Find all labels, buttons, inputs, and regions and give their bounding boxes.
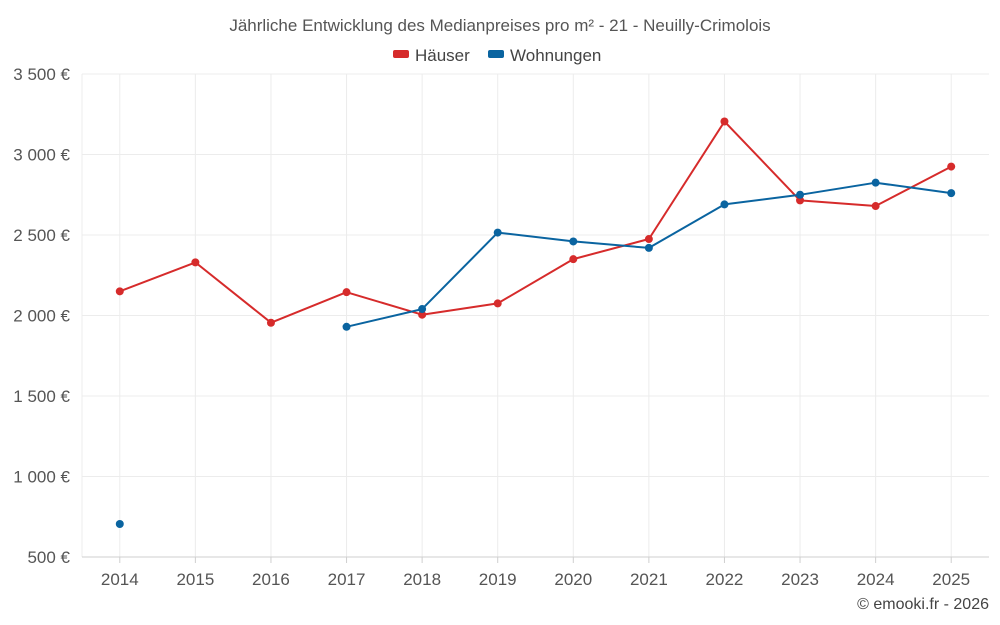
series-wohnungen	[115, 178, 956, 528]
data-point-haeuser-2021[interactable]	[644, 235, 653, 244]
x-tick-label: 2021	[630, 570, 668, 589]
data-point-haeuser-2016[interactable]	[266, 318, 275, 327]
data-point-haeuser-2023[interactable]	[796, 196, 805, 205]
x-axis: 2014 2015 2016 2017 2018 2019 2020 2021 2022 2023…	[82, 556, 989, 589]
chart-title: Jährliche Entwicklung des Medianpreises …	[229, 16, 770, 35]
data-point-wohnungen-2020[interactable]	[569, 237, 578, 246]
y-axis: 500 € 1 000 € 1 500 € 2 000 € 2 500 € 3 000 €…	[13, 65, 70, 567]
x-tick-label: 2025	[932, 570, 970, 589]
data-point-wohnungen-2017[interactable]	[342, 322, 351, 331]
series	[115, 117, 956, 528]
x-tick-label: 2014	[101, 570, 139, 589]
legend-item-haeuser[interactable]: Häuser	[393, 46, 470, 65]
data-point-wohnungen-2021[interactable]	[644, 243, 653, 252]
data-point-haeuser-2022[interactable]	[720, 117, 729, 126]
data-point-haeuser-2020[interactable]	[569, 255, 578, 264]
x-tick-label: 2019	[479, 570, 517, 589]
legend-item-wohnungen[interactable]: Wohnungen	[488, 46, 601, 65]
legend-label-haeuser: Häuser	[415, 46, 470, 65]
data-point-wohnungen-2019[interactable]	[493, 228, 502, 237]
data-point-haeuser-2025[interactable]	[947, 162, 956, 171]
data-point-haeuser-2014[interactable]	[115, 287, 124, 296]
data-point-wohnungen-2018[interactable]	[418, 305, 427, 314]
data-point-haeuser-2019[interactable]	[493, 299, 502, 308]
x-tick-label: 2022	[706, 570, 744, 589]
y-tick-label: 2 500 €	[13, 226, 70, 245]
x-tick-label: 2018	[403, 570, 441, 589]
y-tick-label: 3 500 €	[13, 65, 70, 84]
data-point-haeuser-2018[interactable]	[418, 310, 427, 319]
legend-swatch-wohnungen	[488, 50, 504, 58]
y-tick-label: 1 000 €	[13, 468, 70, 487]
grid	[81, 73, 989, 557]
y-tick-label: 1 500 €	[13, 387, 70, 406]
x-tick-label: 2016	[252, 570, 290, 589]
data-point-wohnungen-2014[interactable]	[115, 519, 124, 528]
x-tick-label: 2023	[781, 570, 819, 589]
legend: Häuser Wohnungen	[393, 46, 601, 65]
x-tick-label: 2015	[176, 570, 214, 589]
y-tick-label: 3 000 €	[13, 146, 70, 165]
series-haeuser	[115, 117, 956, 327]
y-tick-label: 500 €	[27, 548, 70, 567]
data-point-haeuser-2024[interactable]	[871, 202, 880, 211]
series-line-haeuser	[119, 120, 952, 324]
legend-swatch-haeuser	[393, 50, 409, 58]
data-point-haeuser-2015[interactable]	[191, 258, 200, 267]
data-point-wohnungen-2025[interactable]	[947, 189, 956, 198]
x-tick-label: 2020	[554, 570, 592, 589]
legend-label-wohnungen: Wohnungen	[510, 46, 601, 65]
data-point-wohnungen-2023[interactable]	[796, 190, 805, 199]
data-point-wohnungen-2024[interactable]	[871, 178, 880, 187]
x-tick-label: 2017	[328, 570, 366, 589]
data-point-wohnungen-2022[interactable]	[720, 200, 729, 209]
credit-text: © emooki.fr - 2026	[857, 596, 989, 613]
x-tick-label: 2024	[857, 570, 895, 589]
y-tick-label: 2 000 €	[13, 307, 70, 326]
data-point-haeuser-2017[interactable]	[342, 288, 351, 297]
